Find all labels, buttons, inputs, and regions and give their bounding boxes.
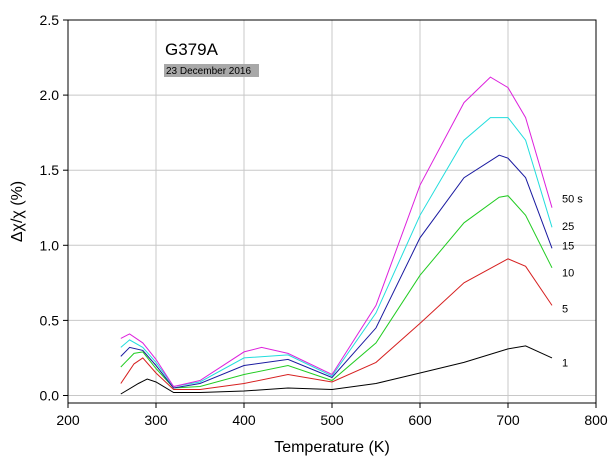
grid-lines <box>67 19 597 403</box>
series-label: 50 s <box>562 194 583 206</box>
date-label-background <box>164 64 259 77</box>
x-tick-label: 300 <box>144 412 168 428</box>
x-tick-label: 200 <box>56 412 80 428</box>
x-tick-label: 500 <box>320 412 344 428</box>
series-lines <box>120 76 553 395</box>
x-tick-label: 700 <box>496 412 520 428</box>
axis-ticks <box>63 19 597 408</box>
series-line-25 <box>120 117 553 388</box>
y-tick-label: 2.5 <box>40 12 60 28</box>
series-label: 25 <box>562 221 574 233</box>
axis-tick-labels: 200 300 400 500 600 700 800 0.0 0.5 1.0 1.5 2.0 2.5 <box>40 12 608 428</box>
y-tick-label: 2.0 <box>40 87 60 103</box>
x-axis-label: Temperature (K) <box>274 439 390 456</box>
x-tick-label: 800 <box>584 412 608 428</box>
x-tick-label: 600 <box>408 412 432 428</box>
series-line-15 <box>120 154 553 389</box>
y-tick-label: 0.0 <box>40 387 60 403</box>
series-line-1 <box>120 345 553 395</box>
chart-title: G379A <box>165 40 219 59</box>
y-tick-label: 1.0 <box>40 237 60 253</box>
series-line-10 <box>120 195 553 389</box>
series-label: 15 <box>562 240 574 252</box>
y-axis-label: Δχ/χ (%) <box>9 181 26 242</box>
series-label: 5 <box>562 303 568 315</box>
series-label: 10 <box>562 267 574 279</box>
x-tick-label: 400 <box>232 412 256 428</box>
date-label: 23 December 2016 <box>166 66 251 77</box>
series-line-5 <box>120 258 553 390</box>
y-tick-label: 0.5 <box>40 312 60 328</box>
y-tick-label: 1.5 <box>40 162 60 178</box>
series-line-50-s <box>120 76 553 388</box>
series-label: 1 <box>562 357 568 369</box>
